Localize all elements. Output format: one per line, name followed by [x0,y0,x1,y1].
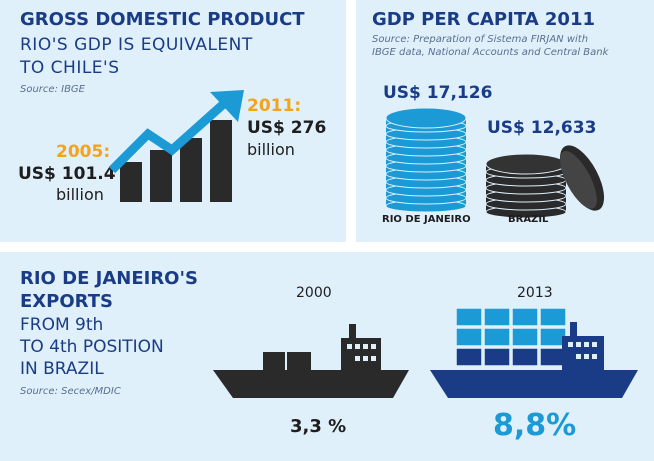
gdp-value-2005: US$ 101.4 [18,164,116,184]
gdp-unit-2011: billion [247,140,295,159]
exports-sub-line3: IN BRAZIL [20,359,104,379]
gdp-subtitle-line2: TO CHILE'S [20,58,120,78]
per-capita-title: GDP PER CAPITA 2011 [372,9,595,30]
cargo-ship-2000-icon [213,324,409,398]
gdp-year-2011: 2011: [247,96,302,116]
cargo-ship-2013-icon [430,307,638,398]
brazil-label: BRAZIL [508,214,549,225]
rio-coin-stack-icon [385,107,467,213]
exports-title-line2: EXPORTS [20,291,113,312]
growth-bars-icon [108,90,244,202]
gdp-unit-2005: billion [56,185,104,204]
rio-label: RIO DE JANEIRO [382,214,471,225]
year-2000-label: 2000 [296,285,332,301]
gdp-title: GROSS DOMESTIC PRODUCT [20,9,305,30]
per-capita-source-line1: Source: Preparation of Sistema FIRJAN wi… [372,34,589,45]
rio-per-capita-value: US$ 17,126 [383,83,493,103]
share-2013-value: 8,8% [493,408,577,443]
exports-sub-line2: TO 4th POSITION [20,337,164,357]
brazil-coin-stack-icon [485,145,605,219]
year-2013-label: 2013 [517,285,553,301]
gdp-panel [0,0,346,242]
gdp-source: Source: IBGE [20,84,85,95]
exports-title-line1: RIO DE JANEIRO'S [20,268,198,289]
per-capita-source-line2: IBGE data, National Accounts and Central… [372,47,609,58]
brazil-per-capita-value: US$ 12,633 [487,118,597,138]
gdp-subtitle-line1: RIO'S GDP IS EQUIVALENT [20,35,253,55]
share-2000-value: 3,3 % [290,416,347,437]
gdp-value-2011: US$ 276 [247,118,327,138]
exports-sub-line1: FROM 9th [20,315,104,335]
exports-source: Source: Secex/MDIC [20,386,121,397]
gdp-year-2005: 2005: [56,142,111,162]
